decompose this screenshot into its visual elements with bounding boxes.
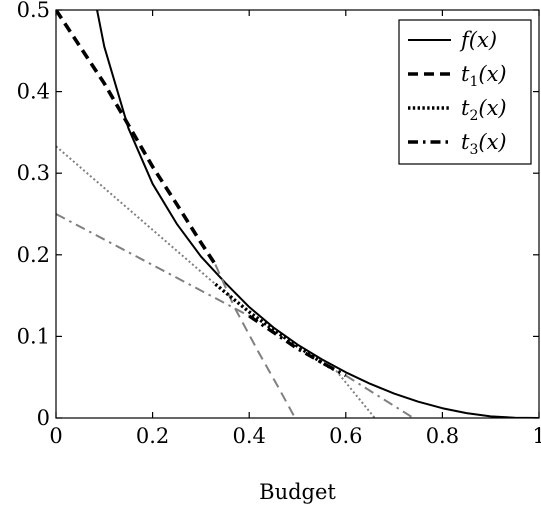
series-line-3 — [214, 282, 337, 373]
x-tick-label-3: 0.6 — [329, 424, 362, 448]
y-tick-label-4: 0.4 — [17, 80, 50, 104]
legend-label-0: f(x) — [459, 28, 497, 52]
x-axis-label: Budget — [259, 480, 336, 504]
ticks-layer: 0 0.2 0.4 0.6 0.8 1 0 0.1 0.2 0.3 0.4 0.5 — [17, 0, 541, 448]
legend-label-1: t1(x) — [461, 62, 507, 90]
x-tick-label-1: 0.2 — [136, 424, 169, 448]
plot-frame — [55, 9, 540, 419]
x-tick-label-5: 1 — [532, 424, 541, 448]
legend-box — [398, 19, 532, 165]
series-layer — [56, 10, 539, 418]
series-line-2 — [214, 264, 296, 418]
series-line-5 — [335, 370, 376, 418]
series-line-7 — [56, 213, 250, 317]
y-tick-label-1: 0.1 — [17, 324, 50, 348]
series-line-6 — [248, 314, 347, 378]
series-line-1 — [56, 10, 217, 266]
series-line-8 — [345, 374, 414, 418]
legend-label-3: t3(x) — [461, 130, 507, 158]
y-tick-label-0: 0 — [37, 406, 50, 430]
series-line-0 — [96, 10, 539, 418]
x-tick-label-4: 0.8 — [426, 424, 459, 448]
series-line-4 — [56, 145, 217, 285]
y-tick-label-2: 0.2 — [17, 243, 50, 267]
legend: f(x) t1(x) t2(x) t3(x) — [398, 19, 532, 165]
x-tick-label-0: 0 — [49, 424, 62, 448]
y-tick-label-3: 0.3 — [17, 161, 50, 185]
y-tick-label-5: 0.5 — [17, 0, 50, 22]
x-tick-label-2: 0.4 — [232, 424, 265, 448]
legend-label-2: t2(x) — [461, 96, 507, 124]
